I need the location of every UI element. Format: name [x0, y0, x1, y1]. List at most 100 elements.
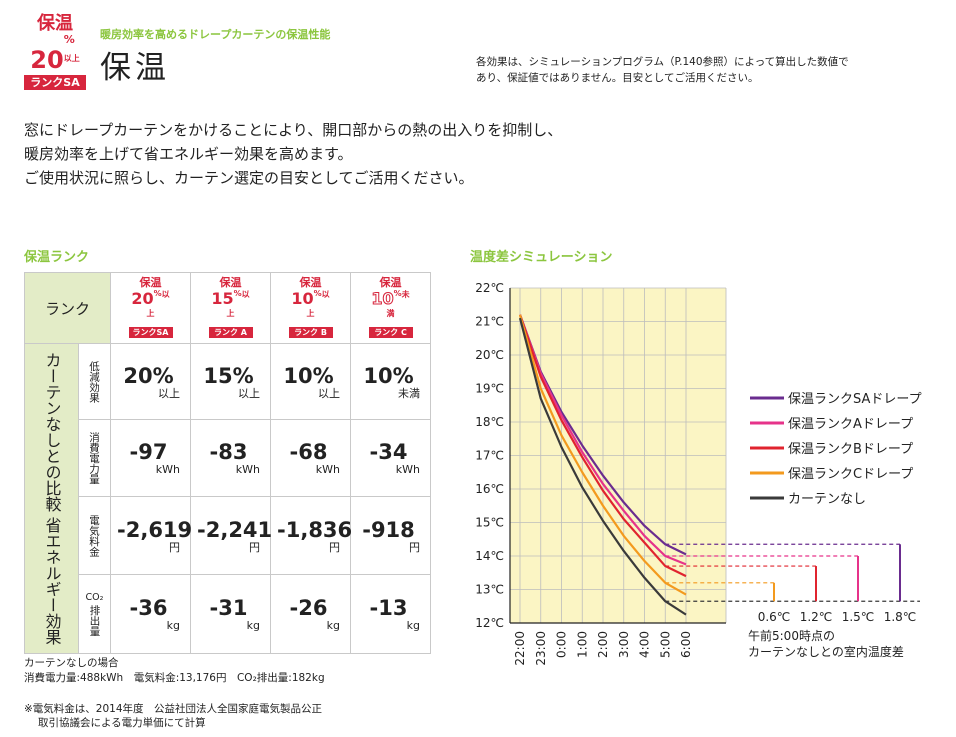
- x-tick-label: 0:00: [555, 631, 569, 658]
- mini-badge-number: 15: [211, 289, 234, 308]
- cell-cost-sa: -2,619 円: [110, 495, 193, 576]
- legend-label: カーテンなし: [788, 492, 866, 507]
- row-label-cost: 電気料金: [77, 495, 112, 576]
- cell-value: -36: [129, 596, 168, 621]
- cell-unit: kWh: [235, 463, 261, 477]
- mini-badge-rank: ランクSA: [128, 327, 173, 338]
- y-tick-label: 22℃: [475, 281, 504, 295]
- x-tick-label: 23:00: [534, 631, 548, 666]
- mini-badge-rank: ランク C: [368, 327, 413, 338]
- cell-unit: 円: [249, 540, 261, 554]
- mini-badge-unit-sub: 以上: [306, 290, 330, 318]
- difference-markers: 0.6℃ 1.2℃ 1.5℃ 1.8℃: [665, 543, 920, 624]
- cell-value: -97: [129, 440, 168, 465]
- footnote-line-1: ※電気料金は、2014年度 公益社団法人全国家庭電気製品公正: [24, 703, 323, 715]
- rank-a-header: 保温 15%以上 ランク A: [190, 272, 272, 344]
- intro-line-2: 暖房効率を上げて省エネルギー効果を高めます。: [24, 145, 353, 163]
- legend-label: 保温ランクCドレープ: [788, 467, 913, 482]
- legend-label: 保温ランクBドレープ: [788, 442, 913, 457]
- cell-unit: kg: [166, 619, 181, 633]
- y-axis: 22℃ 21℃ 20℃ 19℃ 18℃ 17℃ 16℃ 15℃ 14℃ 13℃ 12℃: [475, 281, 511, 630]
- cell-reduction-sa: 20% 以上: [110, 342, 192, 421]
- diff-label: 1.2℃: [800, 610, 833, 624]
- rank-head-label: ランク: [23, 272, 112, 344]
- mini-badge-sa: 保温 20%以上 ランクSA: [128, 277, 173, 338]
- diff-label: 1.5℃: [842, 610, 875, 624]
- x-tick-label: 22:00: [513, 631, 527, 666]
- y-tick-label: 12℃: [475, 616, 504, 630]
- cell-reduction-a: 15% 以上: [190, 342, 272, 421]
- mini-badge-title: 保温: [219, 276, 242, 289]
- mini-badge-rank: ランク B: [288, 327, 333, 338]
- cell-unit: 未満: [398, 386, 421, 400]
- baseline-note: カーテンなしの場合 消費電力量:488kWh 電気料金:13,176円 CO₂排…: [24, 656, 325, 686]
- cell-value: 20%: [123, 363, 174, 388]
- mini-badge-b: 保温 10%以上 ランク B: [288, 276, 333, 338]
- badge-number: 20: [30, 46, 64, 74]
- cell-value: -31: [209, 596, 248, 621]
- legend-label: 保温ランクAドレープ: [788, 417, 913, 432]
- cell-power-a: -83 kWh: [190, 419, 272, 497]
- rank-sa-header: 保温 20%以上 ランクSA: [110, 272, 192, 344]
- series-line: [518, 314, 687, 566]
- mini-badge-number: 10: [291, 289, 314, 308]
- rank-c-header: 保温 10%未満 ランク C: [350, 272, 432, 344]
- y-tick-label: 19℃: [475, 382, 504, 396]
- mini-badge-unit-sub: 以上: [146, 290, 170, 318]
- cell-value: -13: [369, 596, 408, 621]
- chart-series: [518, 314, 687, 616]
- co2-label: CO₂: [85, 592, 104, 604]
- y-tick-label: 14℃: [475, 549, 504, 563]
- diff-label: 1.8℃: [884, 610, 917, 624]
- x-tick-label: 1:00: [575, 631, 589, 658]
- x-tick-label: 5:00: [658, 631, 672, 658]
- mini-badge-number: 10: [371, 289, 394, 308]
- cell-value: -2,619: [117, 517, 193, 542]
- mini-badge-unit: %: [393, 289, 402, 298]
- baseline-title: カーテンなしの場合: [24, 657, 119, 669]
- mini-badge-unit-sub: 未満: [386, 290, 410, 318]
- badge-unit: %: [63, 33, 75, 46]
- cell-unit: kWh: [315, 463, 341, 477]
- mini-badge-rank: ランク A: [208, 327, 253, 338]
- x-tick-label: 3:00: [617, 631, 631, 658]
- cell-unit: kg: [246, 619, 261, 633]
- cell-unit: 円: [409, 540, 421, 554]
- cell-unit: 以上: [238, 386, 261, 400]
- cell-unit: kWh: [155, 463, 181, 477]
- intro-line-1: 窓にドレープカーテンをかけることにより、開口部からの熱の出入りを抑制し、: [24, 121, 563, 139]
- mini-badge-unit: %: [153, 289, 162, 298]
- mini-badge-title: 保温: [299, 276, 322, 289]
- cell-value: -918: [362, 517, 415, 542]
- temperature-chart: 22℃21℃20℃19℃18℃17℃16℃15℃14℃13℃12℃ 22:00 2…: [475, 281, 921, 666]
- x-tick-label: 6:00: [679, 631, 693, 658]
- intro-text: 窓にドレープカーテンをかけることにより、開口部からの熱の出入りを抑制し、 暖房効…: [24, 118, 644, 190]
- footnote-line-2: 取引協議会による電力単価にて計算: [38, 717, 206, 729]
- cell-value: 10%: [363, 363, 414, 388]
- sim-section-title: 温度差シミュレーション: [470, 250, 613, 265]
- rank-sa-badge: 保温 20 % 以上 ランクSA: [24, 14, 86, 90]
- cell-unit: 以上: [318, 386, 341, 400]
- cell-co2-c: -13 kg: [350, 574, 432, 655]
- x-tick-label: 2:00: [596, 631, 610, 658]
- cell-unit: 円: [329, 540, 341, 554]
- chart-caption-line-1: 午前5:00時点の: [748, 628, 835, 643]
- cell-value: -68: [289, 440, 328, 465]
- y-tick-label: 15℃: [475, 516, 504, 530]
- page-title: 保温: [100, 50, 170, 86]
- row-label-power: 消費電力量: [77, 419, 112, 497]
- series-line: [518, 314, 687, 596]
- cell-unit: kWh: [395, 463, 421, 477]
- x-tick-label: 4:00: [638, 631, 652, 658]
- mini-badge-unit: %: [313, 289, 322, 298]
- chart-caption-line-2: カーテンなしとの室内温度差: [748, 644, 904, 659]
- row-label-co2: CO₂排出量: [77, 574, 112, 655]
- cell-reduction-b: 10% 以上: [270, 342, 352, 421]
- cell-cost-c: -918 円: [350, 495, 432, 576]
- cell-power-c: -34 kWh: [350, 419, 432, 497]
- cell-value: -2,241: [197, 517, 273, 542]
- y-tick-label: 20℃: [475, 348, 504, 362]
- cell-unit: 円: [169, 540, 181, 554]
- rank-table: ランク 保温 20%以上 ランクSA 保温 15%以上 ランク A 保温 10%…: [23, 272, 432, 655]
- cell-value: -26: [289, 596, 328, 621]
